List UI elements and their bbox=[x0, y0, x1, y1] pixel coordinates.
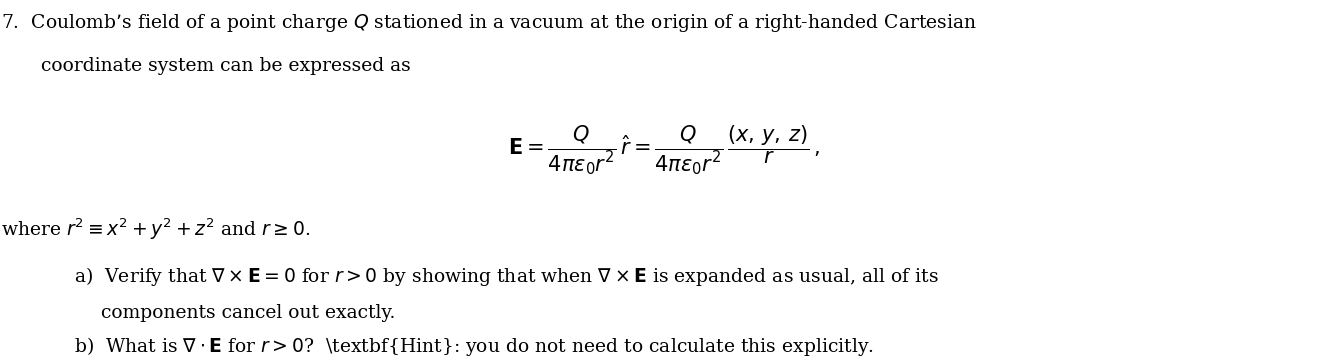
Text: a)  Verify that $\nabla \times \mathbf{E} = 0$ for $r > 0$ by showing that when : a) Verify that $\nabla \times \mathbf{E}… bbox=[74, 265, 939, 289]
Text: $\mathbf{E} = \dfrac{Q}{4\pi\epsilon_0 r^2}\,\hat{r} = \dfrac{Q}{4\pi\epsilon_0 : $\mathbf{E} = \dfrac{Q}{4\pi\epsilon_0 r… bbox=[509, 123, 819, 177]
Text: b)  What is $\nabla \cdot \mathbf{E}$ for $r > 0$?  \textbf{Hint}: you do not ne: b) What is $\nabla \cdot \mathbf{E}$ for… bbox=[74, 335, 874, 358]
Text: components cancel out exactly.: components cancel out exactly. bbox=[101, 304, 396, 321]
Text: where $r^2 \equiv x^2 + y^2 + z^2$ and $r \geq 0$.: where $r^2 \equiv x^2 + y^2 + z^2$ and $… bbox=[1, 217, 311, 242]
Text: coordinate system can be expressed as: coordinate system can be expressed as bbox=[41, 57, 410, 75]
Text: 7.  Coulomb’s field of a point charge $Q$ stationed in a vacuum at the origin of: 7. Coulomb’s field of a point charge $Q$… bbox=[1, 12, 977, 34]
